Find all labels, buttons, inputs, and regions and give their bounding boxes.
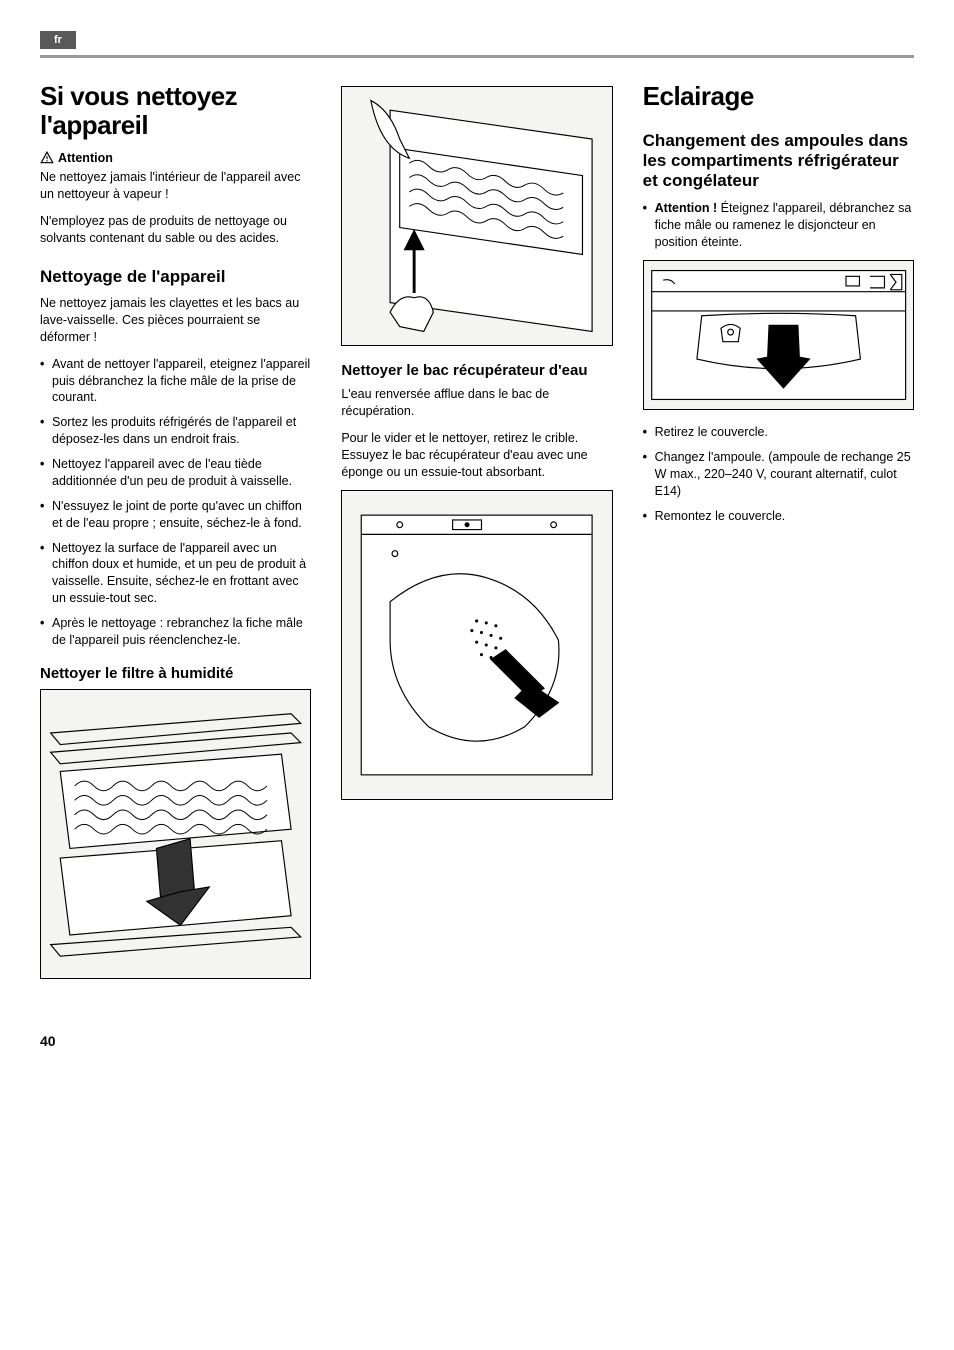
list-item: Nettoyez l'appareil avec de l'eau tiède …	[40, 456, 311, 490]
col3-attention-list: Attention ! Éteignez l'appareil, débranc…	[643, 200, 914, 251]
list-item: Attention ! Éteignez l'appareil, débranc…	[643, 200, 914, 251]
list-item: Sortez les produits réfrigérés de l'appa…	[40, 414, 311, 448]
column-1: Si vous nettoyez l'appareil Attention Ne…	[40, 82, 311, 993]
content-columns: Si vous nettoyez l'appareil Attention Ne…	[40, 82, 914, 993]
list-item: Retirez le couvercle.	[643, 424, 914, 441]
column-3: Eclairage Changement des ampoules dans l…	[643, 82, 914, 993]
col2-p1: L'eau renversée afflue dans le bac de ré…	[341, 386, 612, 420]
col1-p2: N'employez pas de produits de nettoyage …	[40, 213, 311, 247]
col2-h3-bac: Nettoyer le bac récupérateur d'eau	[341, 362, 612, 380]
list-item: Remontez le couvercle.	[643, 508, 914, 525]
col2-p2: Pour le vider et le nettoyer, retirez le…	[341, 430, 612, 481]
col1-p3: Ne nettoyez jamais les clayettes et les …	[40, 295, 311, 346]
col3-h2-changement: Changement des ampoules dans les compart…	[643, 131, 914, 192]
page-number: 40	[40, 1033, 914, 1049]
figure-filter-hand	[341, 86, 612, 346]
list-item: Après le nettoyage : rebranchez la fiche…	[40, 615, 311, 649]
attention-line: Attention	[40, 151, 311, 165]
list-item: N'essuyez le joint de porte qu'avec un c…	[40, 498, 311, 532]
col1-h2-nettoyage: Nettoyage de l'appareil	[40, 267, 311, 287]
list-item: Nettoyez la surface de l'appareil avec u…	[40, 540, 311, 608]
col1-list: Avant de nettoyer l'appareil, eteignez l…	[40, 356, 311, 649]
col1-heading: Si vous nettoyez l'appareil	[40, 82, 311, 139]
col3-steps-list: Retirez le couvercle. Changez l'ampoule.…	[643, 424, 914, 524]
figure-humidity-filter	[40, 689, 311, 979]
warning-icon	[40, 151, 54, 165]
top-rule	[40, 55, 914, 58]
attention-prefix: Attention !	[655, 201, 717, 215]
figure-water-tray	[341, 490, 612, 800]
col1-h3-filtre: Nettoyer le filtre à humidité	[40, 665, 311, 683]
col1-p1: Ne nettoyez jamais l'intérieur de l'appa…	[40, 169, 311, 203]
attention-label: Attention	[58, 151, 113, 165]
list-item: Avant de nettoyer l'appareil, eteignez l…	[40, 356, 311, 407]
language-tab: fr	[40, 31, 76, 49]
list-item: Changez l'ampoule. (ampoule de rechange …	[643, 449, 914, 500]
col3-heading: Eclairage	[643, 82, 914, 111]
figure-light-cover	[643, 260, 914, 410]
column-2: Nettoyer le bac récupérateur d'eau L'eau…	[341, 82, 612, 993]
